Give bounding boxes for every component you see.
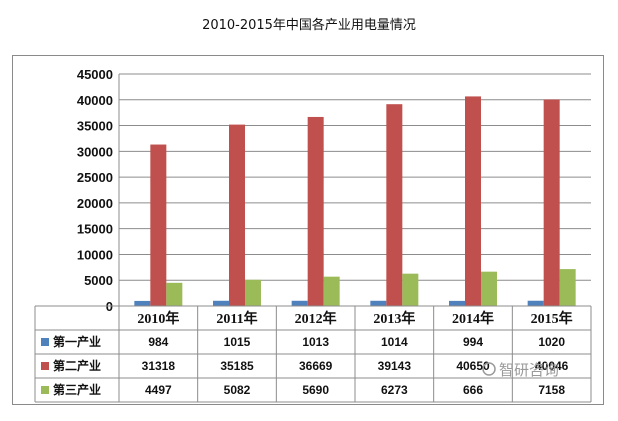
bar-2-5 [465,96,481,306]
legend-swatch-3 [41,386,49,394]
bar-3-6 [559,269,576,306]
y-tick-label: 45000 [77,67,113,82]
y-tick-label: 25000 [77,170,113,185]
bar-3-3 [323,276,340,306]
table-cell: 7158 [538,383,565,397]
legend-label: 第一产业 [53,334,101,349]
y-tick-label: 30000 [77,144,113,159]
table-cell: 39143 [378,359,412,373]
table-cell: 984 [148,335,168,349]
y-tick-label: 35000 [77,119,113,134]
bar-3-4 [402,273,419,306]
page-title: 2010-2015年中国各产业用电量情况 [202,18,416,33]
legend-label: 第二产业 [53,358,101,373]
y-tick-label: 15000 [77,222,113,237]
bar-chart: 0500010000150002000025000300003500040000… [34,67,592,403]
bar-1-6 [527,300,544,306]
bar-2-4 [386,104,403,306]
table-cell: 36669 [299,359,333,373]
table-cell: 4497 [145,383,172,397]
y-tick-label: 10000 [77,247,113,262]
y-tick-label: 5000 [84,273,113,288]
bar-1-1 [134,300,151,306]
bar-2-1 [150,144,167,306]
table-cell: 994 [463,335,483,349]
table-cell: 6273 [381,383,408,397]
bar-1-4 [370,300,387,306]
legend-swatch-1 [41,338,49,346]
legend-label: 第三产业 [53,382,101,397]
bar-1-5 [449,300,465,306]
bar-2-6 [543,99,560,306]
bar-1-3 [291,300,308,306]
table-cell: 1015 [224,335,251,349]
legend-swatch-2 [41,362,49,370]
table-cell: 1013 [302,335,329,349]
category-label: 2014年 [452,310,494,327]
bar-3-5 [481,271,497,306]
category-label: 2012年 [295,310,337,327]
category-label: 2011年 [216,310,257,327]
category-label: 2010年 [137,310,179,327]
category-label: 2015年 [531,310,573,327]
table-cell: 5082 [224,383,251,397]
table-cell: 1020 [538,335,565,349]
table-cell: 1014 [381,335,408,349]
category-label: 2013年 [373,310,415,327]
bar-2-2 [229,124,245,306]
table-cell: 31318 [142,359,176,373]
table-cell: 40046 [535,359,569,373]
y-tick-label: 40000 [77,93,113,108]
table-cell: 666 [463,383,483,397]
chart-frame: 0500010000150002000025000300003500040000… [12,55,604,405]
bar-3-1 [166,282,183,306]
bar-3-2 [245,279,261,306]
watermark-logo-icon [482,362,496,376]
bar-1-2 [213,300,229,306]
y-tick-label: 20000 [77,196,113,211]
watermark-text: 智研咨询 [499,361,559,379]
bar-2-3 [307,116,324,306]
table-cell: 35185 [220,359,254,373]
table-cell: 40650 [456,359,490,373]
table-cell: 5690 [302,383,329,397]
